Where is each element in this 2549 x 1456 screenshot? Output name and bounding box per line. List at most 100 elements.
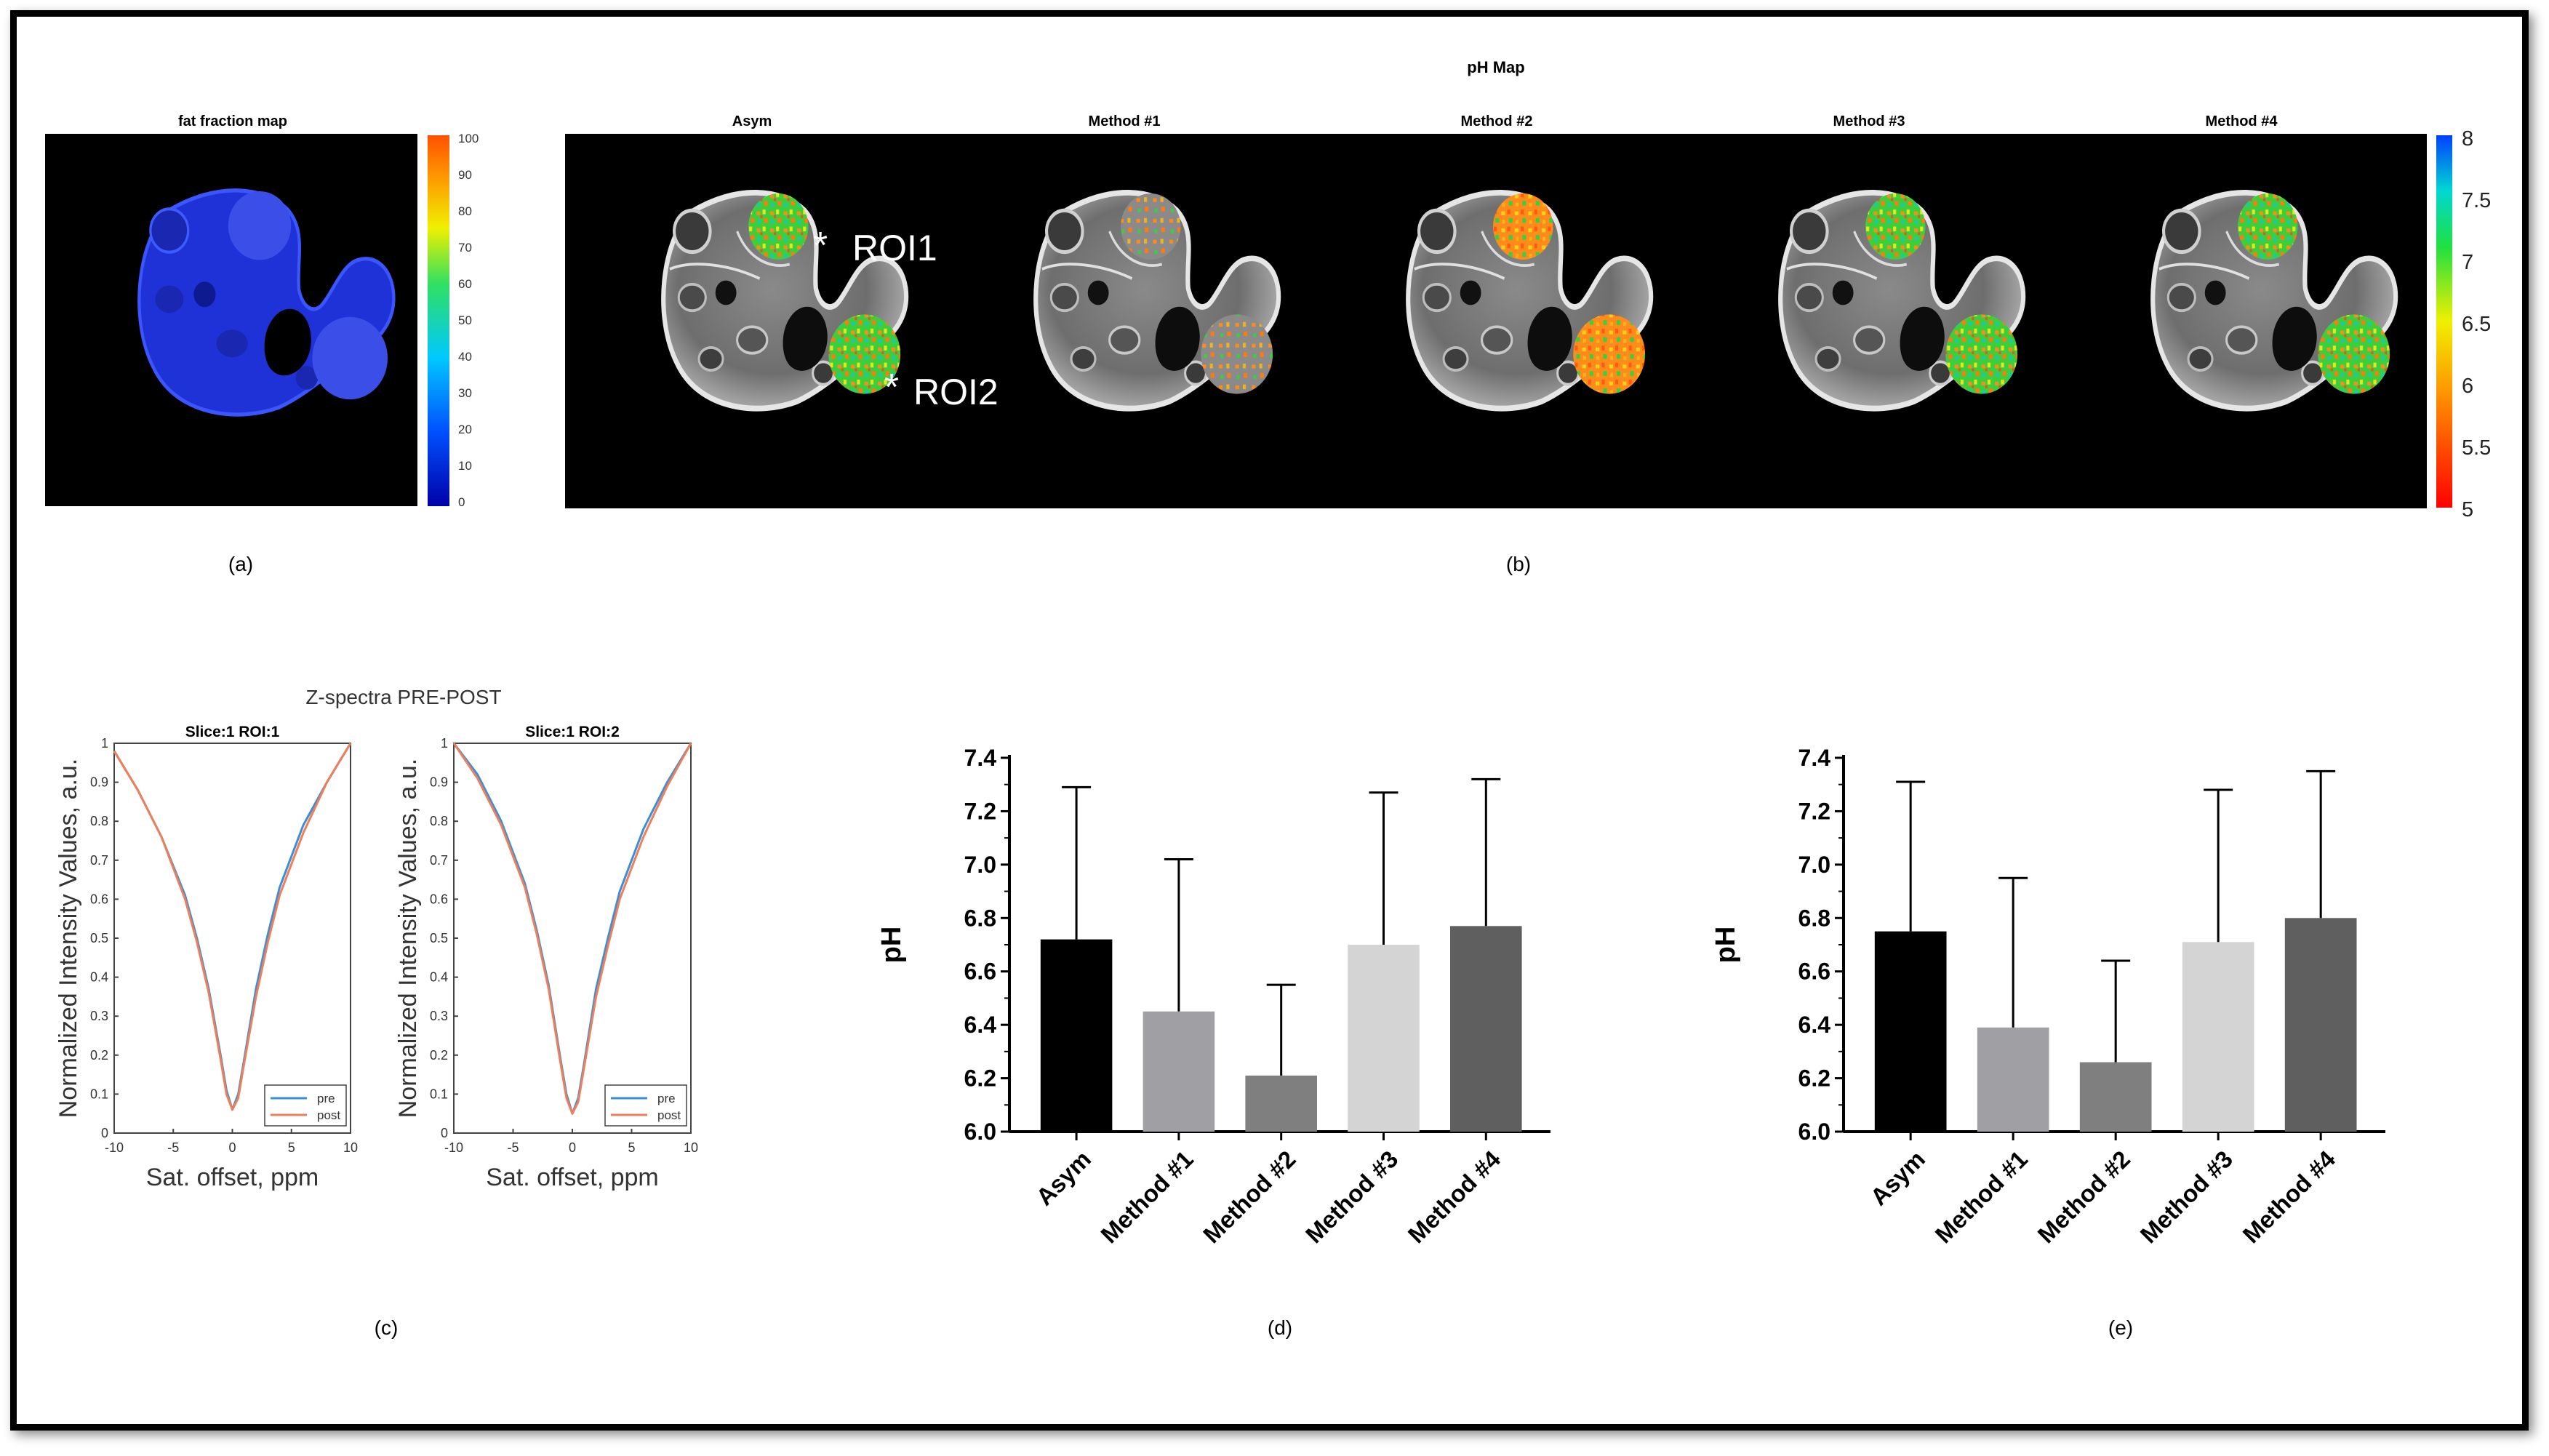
- ph-slice-method-3: [1780, 193, 2023, 409]
- bar-method-1: [1977, 1027, 2049, 1132]
- z-xtick-label: 10: [684, 1140, 698, 1155]
- bar-category-label: Asym: [1865, 1145, 1930, 1211]
- z-ytick-label: 0.5: [430, 931, 448, 945]
- z-ytick-label: 0.8: [430, 814, 448, 828]
- fat-fraction-colorbar-tick: 70: [458, 241, 472, 255]
- bar-ytick-label: 6.2: [1798, 1065, 1830, 1092]
- z-ytick-label: 0.3: [90, 1009, 108, 1023]
- z-ytick-label: 0.2: [90, 1048, 108, 1063]
- bar-asym: [1040, 939, 1113, 1132]
- z-series-post: [452, 743, 692, 1115]
- bar-ytick-label: 7.4: [1798, 745, 1831, 771]
- bar-category-label: Method #2: [1198, 1145, 1301, 1249]
- bar-ytick-label: 7.4: [964, 745, 997, 771]
- ph-slice-asym: [663, 193, 906, 409]
- fat-fraction-colorbar-tick: 0: [458, 495, 465, 509]
- z-spectra-subplot-roi1: Slice:1 ROI:1 1 0.9 0.8 0.7 0.6 0.5 0.4 0.3 0.2 0.…: [55, 724, 358, 1191]
- bar-category-label: Method #4: [1403, 1145, 1506, 1248]
- z-ytick-label: 0: [441, 1126, 448, 1140]
- ph-colorbar-tick: 8: [2462, 127, 2473, 151]
- z-xlabel: Sat. offset, ppm: [486, 1164, 659, 1191]
- ph-image-title: Method #4: [2206, 113, 2278, 129]
- bar-category-label: Method #1: [1095, 1145, 1199, 1249]
- bar-ytick-label: 6.4: [1798, 1012, 1831, 1038]
- fat-fraction-colorbar-tick: 50: [458, 313, 472, 327]
- bar-method-3: [1348, 945, 1420, 1132]
- bar-ytick-label: 6.4: [964, 1012, 997, 1038]
- z-xtick-label: -5: [507, 1140, 519, 1155]
- ph-image-title: Method #2: [1461, 113, 1533, 129]
- z-ytick-label: 0.5: [90, 931, 108, 945]
- ph-colorbar-ticks: 8 7.5 7 6.5 6 5.5 5: [2462, 127, 2491, 521]
- z-ylabel: Normalized Intensity Values, a.u.: [394, 759, 422, 1119]
- ph-image-title: Method #3: [1833, 113, 1905, 129]
- z-xtick-label: 0: [569, 1140, 576, 1155]
- ph-slice-method-4: [2153, 193, 2396, 409]
- z-xtick-label: -10: [444, 1140, 463, 1155]
- fat-fraction-colorbar-tick: 40: [458, 350, 472, 364]
- fat-fraction-colorbar-tick: 10: [458, 459, 472, 473]
- z-subplot-title: Slice:1 ROI:2: [525, 724, 620, 740]
- roi2-marker: *: [884, 367, 899, 409]
- z-ytick-label: 0.3: [430, 1009, 448, 1023]
- z-ytick-label: 0: [101, 1126, 108, 1140]
- bar-category-label: Method #4: [2238, 1145, 2341, 1248]
- z-legend-label: post: [657, 1108, 681, 1122]
- bar-category-label: Method #3: [1300, 1145, 1404, 1249]
- bar-asym: [1874, 931, 1947, 1132]
- z-series-post: [113, 743, 352, 1111]
- caption-e: (e): [2108, 1316, 2133, 1339]
- z-legend-box: [264, 1084, 347, 1127]
- bar-ytick-label: 6.8: [964, 905, 996, 931]
- caption-a: (a): [228, 553, 253, 575]
- z-ytick-label: 0.4: [90, 970, 108, 985]
- bar-ytick-label: 6.8: [1798, 905, 1830, 931]
- fat-fraction-colorbar: [428, 135, 449, 506]
- bar-ytick-label: 6.2: [964, 1065, 996, 1092]
- roi1-marker: *: [813, 225, 828, 267]
- z-xtick-label: -5: [167, 1140, 179, 1155]
- z-ytick-label: 0.2: [430, 1048, 448, 1063]
- bar-ytick-label: 6.6: [1798, 959, 1830, 985]
- z-xtick-label: 0: [228, 1140, 236, 1155]
- bar-method-2: [2079, 1062, 2152, 1132]
- fat-fraction-title: fat fraction map: [178, 113, 287, 129]
- z-ytick-label: 1: [441, 736, 448, 751]
- fat-fraction-colorbar-tick: 30: [458, 386, 472, 400]
- ph-colorbar-tick: 6: [2462, 375, 2473, 398]
- ph-image-title: Asym: [732, 113, 772, 129]
- z-ytick-label: 0.1: [430, 1087, 448, 1101]
- fat-fraction-colorbar-tick: 80: [458, 204, 472, 218]
- bar-ytick-label: 7.2: [964, 798, 996, 824]
- z-legend-label: post: [317, 1108, 340, 1122]
- bar-ytick-label: 7.0: [1798, 852, 1830, 878]
- z-xlabel: Sat. offset, ppm: [146, 1164, 319, 1191]
- bar-ytick-label: 6.0: [964, 1119, 996, 1145]
- z-ylabel: Normalized Intensity Values, a.u.: [55, 759, 82, 1119]
- ph-image-title: Method #1: [1089, 113, 1161, 129]
- bar-method-1: [1143, 1011, 1215, 1132]
- bar-ylabel: pH: [1710, 927, 1741, 964]
- bar-method-2: [1245, 1075, 1317, 1132]
- z-legend-label: pre: [657, 1092, 676, 1105]
- ph-colorbar: [2436, 135, 2452, 508]
- z-ytick-label: 0.7: [90, 853, 108, 868]
- z-ytick-label: 0.9: [90, 775, 108, 790]
- z-ytick-label: 0.6: [90, 892, 108, 906]
- bar-method-4: [2284, 918, 2357, 1132]
- z-ytick-label: 0.1: [90, 1087, 108, 1101]
- fat-fraction-colorbar-tick: 90: [458, 168, 472, 182]
- fat-fraction-colorbar-tick: 20: [458, 423, 472, 436]
- z-subplot-title: Slice:1 ROI:1: [185, 724, 280, 740]
- bar-ytick-label: 7.0: [964, 852, 996, 878]
- ph-slice-method-2: [1408, 193, 1651, 409]
- z-ytick-label: 1: [101, 736, 108, 751]
- z-spectra-title: Z-spectra PRE-POST: [305, 686, 501, 708]
- caption-d: (d): [1268, 1316, 1292, 1339]
